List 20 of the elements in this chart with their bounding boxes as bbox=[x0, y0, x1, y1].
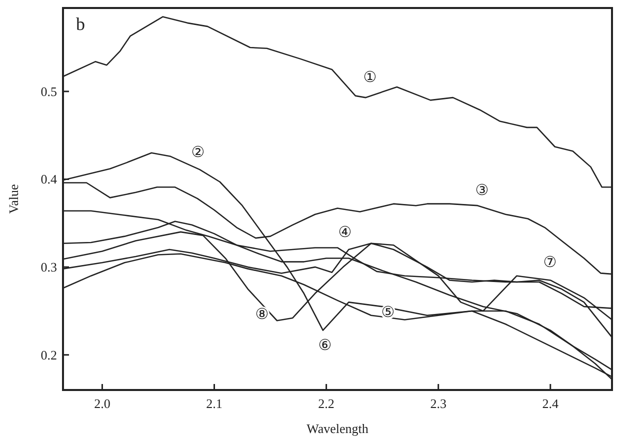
y-tick-label: 0.4 bbox=[40, 172, 58, 187]
x-tick-label: 2.1 bbox=[206, 396, 222, 411]
annotation: ① bbox=[363, 68, 377, 86]
annotation: ② bbox=[191, 143, 205, 161]
annotation: ⑤ bbox=[381, 303, 395, 321]
x-tick-label: 2.2 bbox=[318, 396, 334, 411]
y-axis-title: Value bbox=[6, 184, 21, 214]
annotation: ⑦ bbox=[543, 253, 557, 271]
annotation: ⑧ bbox=[255, 305, 269, 323]
x-tick-label: 2.4 bbox=[542, 396, 560, 411]
y-tick-label: 0.2 bbox=[40, 347, 57, 362]
y-tick-label: 0.5 bbox=[40, 84, 57, 99]
annotation: ③ bbox=[475, 181, 489, 199]
x-axis-title: Wavelength bbox=[306, 421, 369, 436]
x-tick-label: 2.0 bbox=[94, 396, 110, 411]
y-tick-label: 0.3 bbox=[40, 260, 57, 275]
annotation: ⑥ bbox=[318, 336, 332, 354]
chart-title: b bbox=[76, 14, 85, 34]
x-tick-label: 2.3 bbox=[430, 396, 446, 411]
annotation: ④ bbox=[338, 223, 352, 241]
